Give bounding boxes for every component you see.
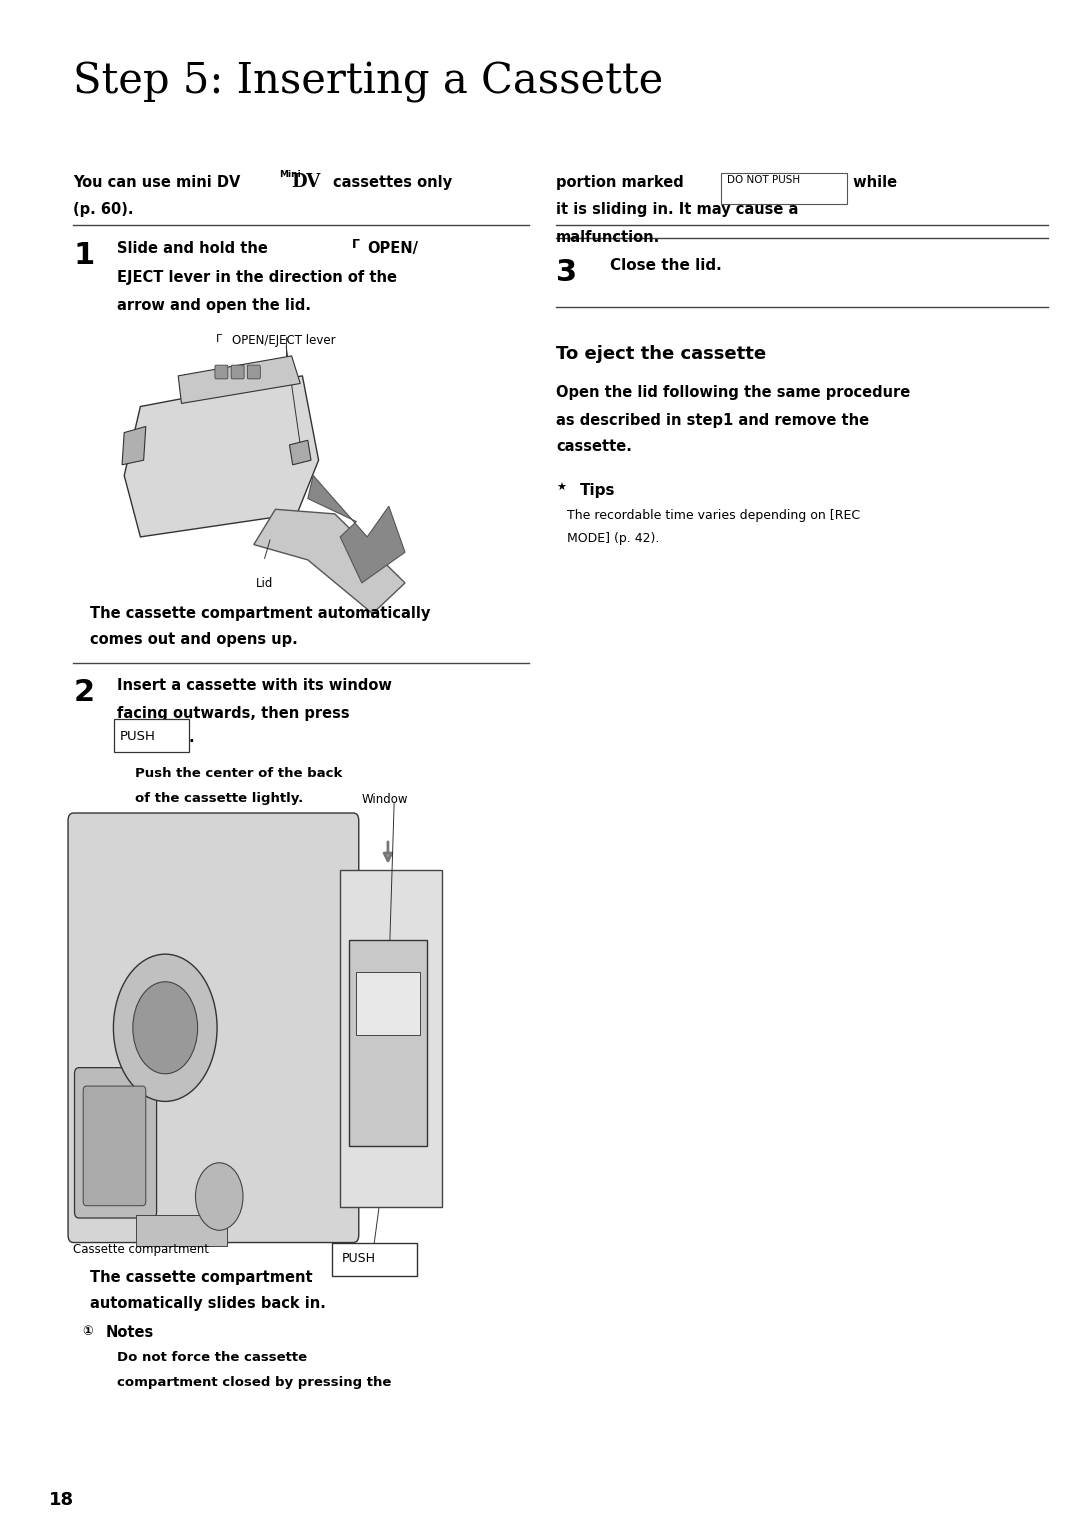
Text: Slide and hold the: Slide and hold the: [117, 241, 272, 256]
Text: Insert a cassette with its window: Insert a cassette with its window: [117, 678, 392, 693]
Text: 3: 3: [556, 258, 578, 287]
Polygon shape: [124, 376, 319, 537]
Text: The recordable time varies depending on [REC: The recordable time varies depending on …: [567, 509, 860, 522]
Text: Push the center of the back: Push the center of the back: [135, 767, 342, 779]
Text: 1: 1: [73, 241, 95, 270]
FancyBboxPatch shape: [68, 813, 359, 1243]
Text: of the cassette lightly.: of the cassette lightly.: [135, 792, 303, 804]
Text: OPEN/: OPEN/: [367, 241, 418, 256]
Text: it is sliding in. It may cause a: it is sliding in. It may cause a: [556, 202, 798, 218]
Text: .: .: [189, 730, 194, 746]
Text: facing outwards, then press: facing outwards, then press: [117, 706, 349, 721]
Text: cassettes only: cassettes only: [333, 175, 451, 190]
Text: Do not force the cassette: Do not force the cassette: [117, 1351, 307, 1364]
Text: MODE] (p. 42).: MODE] (p. 42).: [567, 532, 660, 545]
Polygon shape: [178, 356, 300, 403]
Text: portion marked: portion marked: [556, 175, 689, 190]
Text: while: while: [848, 175, 896, 190]
Text: 2: 2: [73, 678, 95, 707]
FancyBboxPatch shape: [349, 940, 427, 1146]
Text: Cassette compartment: Cassette compartment: [73, 1243, 210, 1255]
Text: Γ: Γ: [352, 238, 360, 250]
Text: The cassette compartment: The cassette compartment: [90, 1270, 312, 1285]
FancyBboxPatch shape: [75, 1068, 157, 1218]
Text: ★: ★: [556, 483, 566, 494]
Text: Lid: Lid: [256, 577, 273, 589]
FancyBboxPatch shape: [215, 365, 228, 379]
Text: PUSH: PUSH: [120, 730, 156, 742]
FancyBboxPatch shape: [83, 1086, 146, 1206]
Text: DV: DV: [292, 173, 321, 192]
Circle shape: [133, 982, 198, 1074]
Text: To eject the cassette: To eject the cassette: [556, 345, 767, 364]
Circle shape: [113, 954, 217, 1101]
Polygon shape: [308, 476, 405, 583]
Polygon shape: [122, 426, 146, 465]
FancyBboxPatch shape: [340, 870, 442, 1207]
Polygon shape: [254, 509, 405, 614]
Text: (p. 60).: (p. 60).: [73, 202, 134, 218]
Text: ①: ①: [82, 1325, 93, 1338]
Text: The cassette compartment automatically: The cassette compartment automatically: [90, 606, 430, 621]
Text: comes out and opens up.: comes out and opens up.: [90, 632, 297, 647]
Text: Tips: Tips: [580, 483, 616, 499]
FancyBboxPatch shape: [721, 173, 847, 204]
Text: Close the lid.: Close the lid.: [610, 258, 721, 273]
Text: Step 5: Inserting a Cassette: Step 5: Inserting a Cassette: [73, 61, 664, 103]
Text: arrow and open the lid.: arrow and open the lid.: [117, 298, 311, 313]
Text: Open the lid following the same procedure: Open the lid following the same procedur…: [556, 385, 910, 400]
FancyBboxPatch shape: [136, 1215, 227, 1246]
Text: as described in step1 and remove the: as described in step1 and remove the: [556, 413, 869, 428]
Text: compartment closed by pressing the: compartment closed by pressing the: [117, 1376, 391, 1388]
FancyBboxPatch shape: [114, 719, 189, 752]
Text: OPEN/EJECT lever: OPEN/EJECT lever: [232, 334, 336, 347]
Text: DO NOT PUSH: DO NOT PUSH: [727, 175, 800, 186]
Text: malfunction.: malfunction.: [556, 230, 661, 245]
Text: cassette.: cassette.: [556, 439, 632, 454]
Text: PUSH: PUSH: [341, 1252, 376, 1264]
Text: Window: Window: [362, 793, 408, 805]
FancyBboxPatch shape: [332, 1243, 417, 1276]
Text: 18: 18: [49, 1491, 73, 1509]
Text: Notes: Notes: [106, 1325, 154, 1341]
Polygon shape: [289, 440, 311, 465]
Circle shape: [195, 1163, 243, 1230]
FancyBboxPatch shape: [355, 973, 420, 1034]
Text: automatically slides back in.: automatically slides back in.: [90, 1296, 325, 1312]
Text: Mini: Mini: [279, 170, 300, 179]
Text: Γ: Γ: [216, 334, 222, 345]
Text: EJECT lever in the direction of the: EJECT lever in the direction of the: [117, 270, 396, 285]
FancyBboxPatch shape: [231, 365, 244, 379]
FancyBboxPatch shape: [247, 365, 260, 379]
Text: You can use mini DV: You can use mini DV: [73, 175, 246, 190]
